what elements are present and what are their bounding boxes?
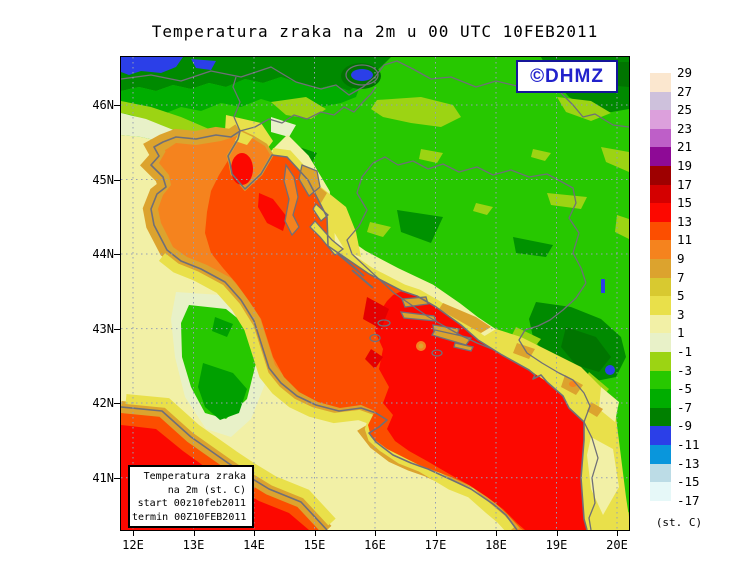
colorbar-swatch <box>650 370 671 390</box>
colorbar-tick-label: 17 <box>677 176 693 192</box>
colorbar-tick-label: -11 <box>677 437 700 452</box>
lon-axis-label: 14E <box>243 538 265 552</box>
lon-axis-label: 18E <box>485 538 507 552</box>
lon-axis-label: 13E <box>182 538 205 552</box>
colorbar-swatch <box>650 463 671 483</box>
colorbar-tick-label: -5 <box>677 381 693 397</box>
lon-axis-label: 12E <box>122 538 144 552</box>
colorbar-tick-label: 25 <box>677 102 693 118</box>
colorbar-tick-label: 9 <box>677 251 685 266</box>
lon-axis-tick <box>375 530 376 536</box>
colorbar-swatch <box>650 389 671 408</box>
legend-box: Temperatura zraka na 2m (st. C) start 00… <box>128 465 254 528</box>
grid-layer <box>121 57 629 530</box>
lon-axis-tick <box>314 530 316 536</box>
colorbar-swatch <box>650 166 671 185</box>
lat-axis-label: 44N <box>92 247 114 262</box>
lon-axis-tick <box>133 530 134 536</box>
dhmz-logo: ©DHMZ <box>530 65 604 87</box>
colorbar-tick-label: 15 <box>677 195 693 211</box>
lat-axis-tick <box>114 254 120 256</box>
border-path <box>121 60 629 530</box>
colorbar-swatch <box>650 445 671 464</box>
colorbar-swatch <box>650 333 671 352</box>
lon-axis-label: 15E <box>303 538 326 552</box>
colorbar-tick-label: -3 <box>677 362 693 378</box>
colorbar-tick-label: 29 <box>677 65 693 80</box>
colorbar-tick-label: 27 <box>677 83 693 99</box>
colorbar-swatch <box>650 426 671 445</box>
lat-axis-label: 43N <box>92 321 114 336</box>
colorbar-swatch <box>650 110 671 129</box>
legend-line-1: Temperatura zraka <box>143 471 246 482</box>
colorbar-tick-label: -1 <box>677 344 693 359</box>
colorbar-swatch <box>650 314 671 334</box>
colorbar-swatch <box>650 352 671 371</box>
lat-axis-label: 41N <box>92 470 114 485</box>
lat-axis-tick <box>114 477 120 479</box>
lon-axis-tick <box>435 530 437 536</box>
lat-axis-label: 42N <box>92 396 114 411</box>
lon-axis-tick <box>556 530 558 536</box>
colorbar-swatch <box>650 203 671 222</box>
colorbar-tick-label: 5 <box>677 288 685 304</box>
colorbar-unit-label: (st. C) <box>655 516 703 529</box>
colorbar-tick-label: -7 <box>677 399 693 415</box>
lat-axis-tick <box>114 403 120 405</box>
colorbar-tick-label: -9 <box>677 418 693 434</box>
lat-axis-label: 45N <box>92 172 114 187</box>
colorbar-tick-label: 1 <box>677 325 685 341</box>
dhmz-watermark-box: ©DHMZ <box>516 60 618 93</box>
colorbar-swatch <box>650 482 671 501</box>
colorbar-tick-label: -13 <box>677 455 700 471</box>
colorbar-tick-label: 3 <box>677 306 685 322</box>
colorbar-tick-label: -17 <box>677 492 700 508</box>
colorbar-swatch <box>650 407 671 427</box>
temperature-map <box>121 57 629 530</box>
colorbar-swatch <box>650 128 671 148</box>
lon-axis-label: 19E <box>545 538 568 552</box>
colorbar-swatch <box>650 147 671 166</box>
legend-line-3: start 00z10feb2011 <box>137 498 246 509</box>
legend-line-2: na 2m (st. C) <box>167 484 246 496</box>
lat-axis-tick <box>114 328 120 330</box>
colorbar-swatch <box>650 277 671 297</box>
colorbar-tick-label: 7 <box>677 269 685 285</box>
colorbar-swatch <box>650 73 671 92</box>
lat-axis-label: 46N <box>92 98 114 112</box>
colorbar-swatch <box>650 91 671 111</box>
colorbar-swatch <box>650 296 671 315</box>
page-title: Temperatura zraka na 2m u 00 UTC 10FEB20… <box>151 22 599 41</box>
colorbar-tick-label: 13 <box>677 213 693 229</box>
lon-axis-tick <box>617 530 618 536</box>
colorbar-swatch <box>650 184 671 204</box>
lon-axis-tick <box>193 530 195 536</box>
lon-axis-label: 16E <box>364 538 386 552</box>
colorbar-tick-label: 19 <box>677 158 693 173</box>
map-frame <box>120 56 630 531</box>
lon-axis-label: 20E <box>606 538 628 552</box>
lon-axis-tick <box>254 530 255 536</box>
colorbar-tick-label: -15 <box>677 474 700 490</box>
lat-axis-tick <box>114 105 120 106</box>
lat-axis-tick <box>114 179 120 181</box>
lon-axis-label: 17E <box>424 538 447 552</box>
colorbar-tick-label: 11 <box>677 232 693 248</box>
legend-line-4: termin 00Z10FEB2011 <box>132 511 247 523</box>
colorbar-swatch <box>650 221 671 241</box>
colorbar-swatch <box>650 240 671 259</box>
colorbar-swatch <box>650 259 671 278</box>
lon-axis-tick <box>496 530 497 536</box>
colorbar-tick-label: 21 <box>677 139 693 155</box>
colorbar-tick-label: 23 <box>677 120 693 136</box>
